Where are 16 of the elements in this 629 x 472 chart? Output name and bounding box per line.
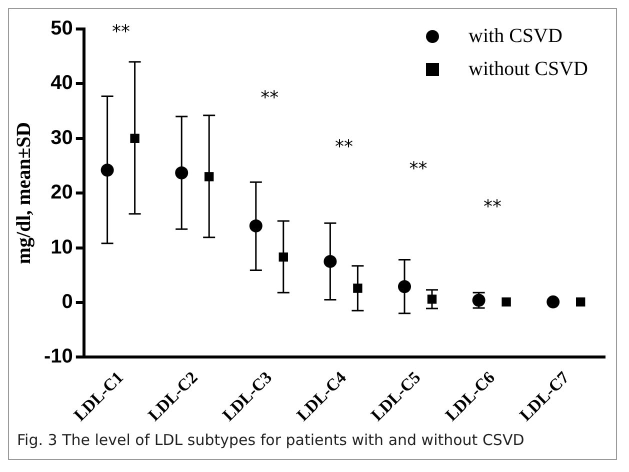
legend-label: with CSVD [468,25,562,48]
annotation: ** [112,22,130,43]
annotation: ** [334,136,353,158]
y-tick-label: 30 [50,126,73,149]
y-tick-label: 50 [50,18,73,40]
y-tick-label: 0 [62,290,73,313]
y-axis-title: mg/dl, mean±SD [13,122,36,264]
annotation: ** [484,196,502,218]
y-tick-label: 40 [50,72,73,94]
legend-label: without CSVD [468,58,588,81]
caption: Fig. 3 The level of LDL subtypes for patients with and without CSVD [16,430,526,451]
y-tick-label: 20 [50,182,73,204]
annotation: ** [260,87,279,108]
y-tick-label: -10 [44,346,73,368]
y-tick-label: 10 [50,236,73,258]
annotation: ** [409,158,428,180]
